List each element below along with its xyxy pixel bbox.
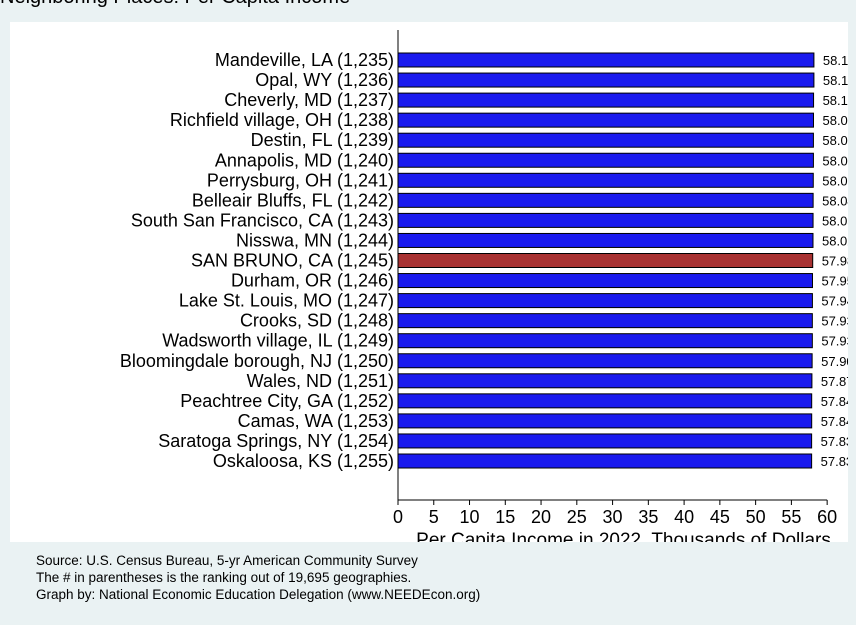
bar [397, 232, 814, 248]
value-label: 57.98 [822, 254, 848, 269]
value-label: 57.83 [821, 454, 848, 469]
x-tick-label: 5 [429, 507, 439, 527]
bar [397, 192, 814, 208]
bar [397, 333, 813, 349]
bar [397, 313, 813, 329]
bar [397, 413, 813, 429]
value-label: 57.94 [821, 294, 848, 309]
bar [397, 433, 813, 449]
value-label: 57.90 [821, 354, 848, 369]
source-note: Source: U.S. Census Bureau, 5-yr America… [36, 553, 418, 568]
value-label: 58.06 [822, 173, 848, 188]
x-tick-label: 25 [567, 507, 587, 527]
value-label: 58.15 [823, 73, 848, 88]
value-label: 58.09 [822, 113, 848, 128]
bar [397, 393, 813, 409]
bar-highlighted [397, 253, 814, 268]
x-tick-label: 60 [817, 507, 837, 527]
value-label: 58.03 [822, 213, 848, 228]
value-label: 57.95 [821, 274, 848, 289]
chart-panel: Mandeville, LA (1,235) Opal, WY (1,236) Ch… [10, 22, 848, 542]
category-label: Bloomingdale borough, NJ (1,250) [120, 351, 394, 371]
ranking-note: The # in parentheses is the ranking out … [36, 570, 412, 585]
category-label: Richfield village, OH (1,238) [170, 110, 394, 130]
category-label: Camas, WA (1,253) [238, 411, 394, 431]
category-label: Annapolis, MD (1,240) [215, 150, 394, 170]
bar [397, 132, 814, 148]
x-tick-label: 55 [781, 507, 801, 527]
value-label: 57.93 [821, 314, 848, 329]
bar [397, 112, 814, 128]
bar [397, 212, 814, 228]
value-label: 57.93 [821, 334, 848, 349]
credit-note: Graph by: National Economic Education De… [36, 587, 481, 602]
category-label: Mandeville, LA (1,235) [215, 50, 394, 70]
x-axis-ticks: 0 5 10 15 20 25 30 35 40 45 50 55 60 [393, 500, 837, 527]
x-tick-label: 15 [495, 507, 515, 527]
category-label: Opal, WY (1,236) [255, 70, 394, 90]
category-label: Wadsworth village, IL (1,249) [162, 331, 394, 351]
chart-title: Neighboring Places: Per Capita Income [0, 0, 856, 9]
category-label: Perrysburg, OH (1,241) [207, 170, 394, 190]
x-tick-label: 20 [531, 507, 551, 527]
x-tick-label: 35 [638, 507, 658, 527]
value-label: 58.15 [823, 53, 848, 68]
x-tick-label: 10 [460, 507, 480, 527]
x-tick-label: 0 [393, 507, 403, 527]
category-label: SAN BRUNO, CA (1,245) [191, 251, 394, 271]
value-labels: 58.15 58.15 58.10 58.09 58.08 58.08 58.06 58.04… [821, 53, 848, 469]
bar [397, 353, 813, 369]
bar-chart: Mandeville, LA (1,235)Opal, WY (1,236)Ch… [120, 30, 848, 542]
bar [397, 373, 813, 389]
bar [397, 273, 813, 289]
chart-title-text: Neighboring Places: Per Capita Income [0, 0, 350, 8]
x-tick-label: 45 [710, 507, 730, 527]
category-label: South San Francisco, CA (1,243) [131, 210, 394, 230]
x-tick-label: 30 [603, 507, 623, 527]
category-label: Lake St. Louis, MO (1,247) [179, 291, 394, 311]
category-label: Wales, ND (1,251) [247, 371, 394, 391]
category-label: Saratoga Springs, NY (1,254) [158, 431, 394, 451]
bar [397, 152, 814, 168]
value-label: 58.08 [822, 133, 848, 148]
category-label: Destin, FL (1,239) [251, 130, 394, 150]
category-label: Crooks, SD (1,248) [240, 311, 394, 331]
bar [397, 172, 814, 188]
value-label: 58.10 [823, 93, 848, 108]
chart-notes: Source: U.S. Census Bureau, 5-yr America… [36, 552, 836, 603]
value-label: 57.84 [821, 414, 848, 429]
bar [397, 52, 815, 68]
category-labels: Mandeville, LA (1,235)Opal, WY (1,236)Ch… [120, 50, 394, 471]
category-label: Oskaloosa, KS (1,255) [213, 451, 394, 471]
category-label: Belleair Bluffs, FL (1,242) [192, 190, 394, 210]
category-label: Peachtree City, GA (1,252) [180, 391, 394, 411]
value-label: 57.87 [821, 374, 848, 389]
value-label: 58.02 [822, 233, 848, 248]
bar [397, 293, 813, 309]
value-label: 57.83 [821, 434, 848, 449]
bar [397, 453, 813, 469]
x-tick-label: 40 [674, 507, 694, 527]
x-axis-title: Per Capita Income in 2022, Thousands of … [416, 530, 831, 542]
category-label: Nisswa, MN (1,244) [236, 230, 394, 250]
value-label: 57.84 [821, 394, 848, 409]
category-label: Cheverly, MD (1,237) [224, 90, 394, 110]
bar [397, 92, 815, 108]
x-tick-label: 50 [746, 507, 766, 527]
bars-layer [397, 52, 815, 469]
category-label: Durham, OR (1,246) [231, 271, 394, 291]
value-label: 58.04 [822, 193, 848, 208]
value-label: 58.08 [822, 153, 848, 168]
bar [397, 72, 815, 88]
